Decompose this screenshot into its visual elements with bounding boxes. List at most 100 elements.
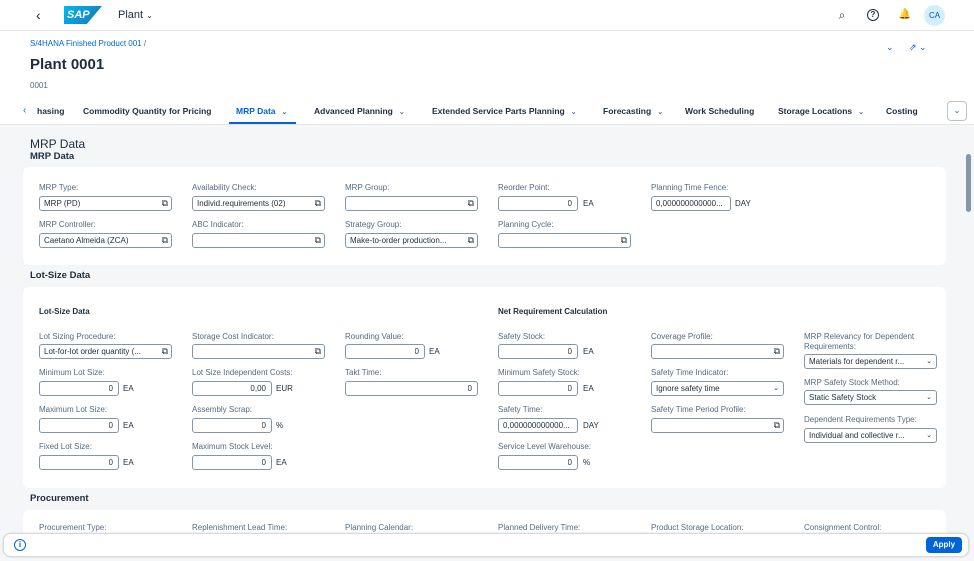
tab-commodity-quantity[interactable]: Commodity Quantity for Pricing	[83, 106, 211, 116]
chevron-down-icon[interactable]: ⌄	[926, 358, 932, 365]
lot-size-independent-costs-label: Lot Size Independent Costs:	[192, 368, 293, 377]
maximum-lot-size-input[interactable]: 0	[39, 418, 119, 433]
chevron-down-icon[interactable]: ⌄	[570, 109, 577, 116]
field-value: 0,000000000000...	[656, 199, 723, 208]
tab-mrp-data[interactable]: MRP Data ⌄	[236, 106, 287, 116]
takt-time-input[interactable]: 0	[345, 381, 478, 396]
value-help-icon[interactable]: ⧉	[773, 420, 780, 430]
safety-time-period-profile-input[interactable]: ⧉	[651, 418, 784, 433]
minimum-lot-size-input[interactable]: 0	[39, 381, 119, 396]
scrollbar-thumb[interactable]	[966, 154, 971, 212]
rounding-value-input[interactable]: 0	[345, 344, 425, 359]
planned-delivery-time-label: Planned Delivery Time:	[498, 523, 581, 532]
safety-time-input[interactable]: 0,000000000000...	[498, 418, 578, 433]
maximum-stock-level-input[interactable]: 0	[192, 455, 272, 470]
minimum-lot-size-label: Minimum Lot Size:	[39, 368, 105, 377]
reorder-point-input[interactable]: 0	[498, 196, 578, 211]
value-help-icon[interactable]: ⧉	[314, 346, 321, 356]
scroll-left-icon[interactable]: ‹	[23, 105, 27, 116]
search-icon[interactable]: ⌕	[838, 8, 846, 22]
chevron-down-icon[interactable]: ⌄	[281, 109, 288, 116]
assembly-scrap-input[interactable]: 0	[192, 418, 272, 433]
planning-time-fence-label: Planning Time Fence:	[651, 183, 729, 192]
share-icon[interactable]: ⇗ ⌄	[909, 42, 927, 52]
storage-cost-indicator-input[interactable]: ⧉	[192, 344, 325, 359]
field-value: 0	[567, 347, 572, 356]
tab-purchasing[interactable]: hasing	[37, 106, 64, 116]
dependent-requirements-type-select[interactable]: Individual and collective r... ⌄	[804, 428, 937, 443]
breadcrumb[interactable]: S/4HANA Finished Product 001 /	[30, 39, 146, 48]
tab-label: Forecasting	[603, 106, 652, 116]
apply-button[interactable]: Apply	[926, 537, 962, 553]
mrp-type-input[interactable]: MRP (PD) ⧉	[39, 196, 172, 211]
value-help-icon[interactable]: ⧉	[467, 235, 474, 245]
value-help-icon[interactable]: ⧉	[161, 346, 168, 356]
mrp-relevancy-select[interactable]: Materials for dependent r... ⌄	[804, 354, 937, 369]
tab-forecasting[interactable]: Forecasting ⌄	[603, 106, 663, 116]
chevron-down-icon[interactable]: ⌄	[773, 385, 779, 392]
value-help-icon[interactable]: ⧉	[620, 235, 627, 245]
app-title: Plant	[118, 9, 144, 21]
collapse-header-icon[interactable]: ⌄	[886, 42, 894, 52]
app-title-menu[interactable]: Plant ⌄	[118, 9, 153, 21]
help-icon[interactable]: ?	[867, 9, 879, 21]
lot-size-independent-costs-input[interactable]: 0,00	[192, 381, 272, 396]
service-level-warehouse-input[interactable]: 0	[498, 455, 578, 470]
page-subtitle: 0001	[30, 81, 48, 90]
value-help-icon[interactable]: ⧉	[314, 198, 321, 208]
value-help-icon[interactable]: ⧉	[467, 198, 474, 208]
minimum-safety-stock-input[interactable]: 0	[498, 381, 578, 396]
chevron-down-icon[interactable]: ⌄	[858, 109, 865, 116]
value-help-icon[interactable]: ⧉	[161, 198, 168, 208]
takt-time-label: Takt Time:	[345, 368, 382, 377]
tab-costing[interactable]: Costing	[886, 106, 918, 116]
maximum-lot-size-label: Maximum Lot Size:	[39, 405, 108, 414]
mrp-safety-stock-method-select[interactable]: Static Safety Stock ⌄	[804, 390, 937, 405]
chevron-down-icon[interactable]: ⌄	[926, 432, 932, 439]
back-icon[interactable]: ‹	[36, 7, 41, 23]
safety-stock-input[interactable]: 0	[498, 344, 578, 359]
planning-time-fence-input[interactable]: 0,000000000000...	[651, 196, 731, 211]
bell-icon[interactable]: 🔔	[898, 9, 912, 20]
safety-time-unit: DAY	[583, 421, 599, 430]
tab-work-scheduling[interactable]: Work Scheduling	[685, 106, 754, 116]
chevron-down-icon[interactable]: ⌄	[926, 394, 932, 401]
group-title-lot-size: Lot-Size Data	[39, 307, 90, 316]
value-help-icon[interactable]: ⧉	[161, 235, 168, 245]
value-help-icon[interactable]: ⧉	[773, 346, 780, 356]
more-tabs-button[interactable]: ⌄	[947, 101, 967, 121]
mrp-controller-input[interactable]: Caetano Almeida (ZCA) ⧉	[39, 233, 172, 248]
field-value: Static Safety Stock	[809, 393, 877, 402]
chevron-down-icon[interactable]: ⌄	[398, 109, 405, 116]
vertical-scrollbar[interactable]	[966, 125, 971, 535]
breadcrumb-link[interactable]: S/4HANA Finished Product 001	[30, 39, 142, 48]
field-value: 0	[261, 458, 266, 467]
coverage-profile-input[interactable]: ⧉	[651, 344, 784, 359]
field-value: 0	[108, 384, 113, 393]
minimum-safety-stock-label: Minimum Safety Stock:	[498, 368, 580, 377]
field-value: 0	[261, 421, 266, 430]
lot-sizing-procedure-label: Lot Sizing Procedure:	[39, 332, 116, 341]
avatar[interactable]: CA	[924, 5, 945, 26]
consignment-control-label: Consignment Control:	[804, 523, 882, 532]
tab-storage-locations[interactable]: Storage Locations ⌄	[778, 106, 864, 116]
tab-extended-service-parts[interactable]: Extended Service Parts Planning ⌄	[432, 106, 577, 116]
mrp-group-input[interactable]: ⧉	[345, 196, 478, 211]
abc-indicator-input[interactable]: ⧉	[192, 233, 325, 248]
section-title-mrp-data: MRP Data	[30, 137, 86, 151]
storage-cost-indicator-label: Storage Cost Indicator:	[192, 332, 274, 341]
message-info-icon[interactable]: i	[14, 539, 26, 551]
value-help-icon[interactable]: ⧉	[314, 235, 321, 245]
sap-logo[interactable]: SAP	[64, 6, 102, 24]
fixed-lot-size-input[interactable]: 0	[39, 455, 119, 470]
safety-stock-label: Safety Stock:	[498, 332, 546, 341]
planning-cycle-input[interactable]: ⧉	[498, 233, 631, 248]
tab-advanced-planning[interactable]: Advanced Planning ⌄	[314, 106, 405, 116]
mrp-safety-stock-method-label: MRP Safety Stock Method:	[804, 378, 900, 387]
strategy-group-input[interactable]: Make-to-order production... ⧉	[345, 233, 478, 248]
reorder-point-unit: EA	[583, 199, 594, 208]
lot-sizing-procedure-input[interactable]: Lot-for-lot order quantity (... ⧉	[39, 344, 172, 359]
safety-time-indicator-select[interactable]: Ignore safety time ⌄	[651, 381, 784, 396]
chevron-down-icon[interactable]: ⌄	[657, 109, 664, 116]
availability-check-input[interactable]: Individ.requirements (02) ⧉	[192, 196, 325, 211]
